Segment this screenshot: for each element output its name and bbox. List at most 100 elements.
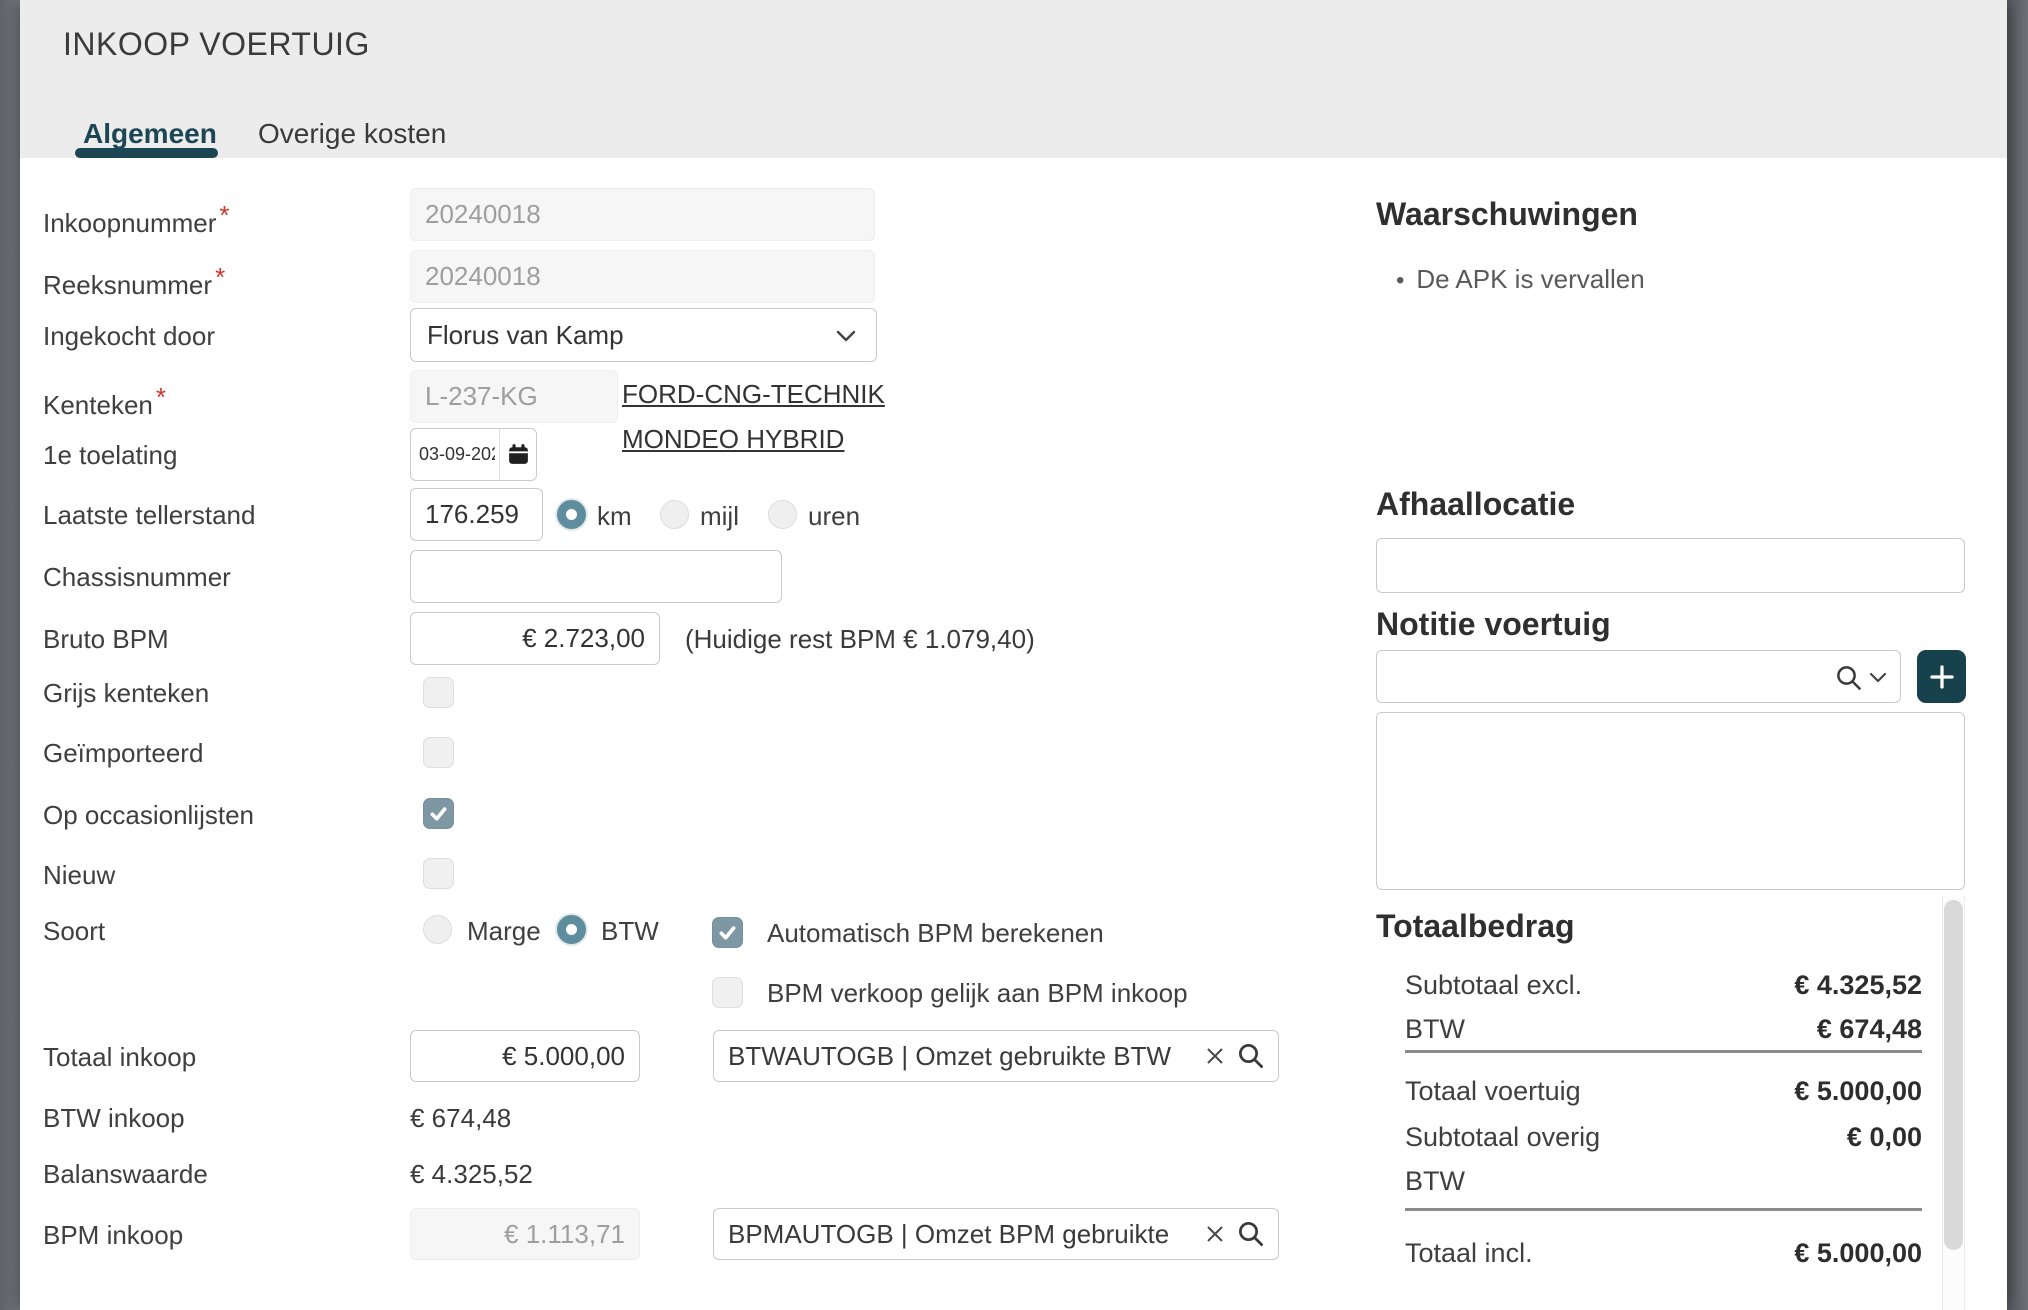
toelating-date-input[interactable]: [411, 429, 499, 480]
chevron-down-icon[interactable]: [1868, 670, 1888, 686]
label-chassisnummer: Chassisnummer: [43, 562, 231, 592]
totaal-inkoop-grootboek-field[interactable]: BTWAUTOGB | Omzet gebruikte BTW: [713, 1030, 1279, 1082]
radio-btw[interactable]: [557, 915, 586, 944]
subtotaal-overig-value: € 0,00: [1846, 1122, 1922, 1152]
radio-mijl-label[interactable]: mijl: [700, 501, 739, 531]
chassisnummer-input[interactable]: [410, 550, 782, 603]
radio-uren-label[interactable]: uren: [808, 501, 861, 531]
label-btw-inkoop: BTW inkoop: [43, 1103, 185, 1133]
label-soort: Soort: [43, 916, 106, 946]
radio-uren[interactable]: [768, 500, 797, 529]
label-bpm-inkoop: BPM inkoop: [43, 1220, 184, 1250]
label-nieuw: Nieuw: [43, 860, 116, 890]
subtotaal-overig-label-line2: BTW: [1405, 1166, 1465, 1196]
add-note-button[interactable]: [1917, 650, 1966, 703]
afhaallocatie-heading: Afhaallocatie: [1376, 486, 1576, 522]
radio-mijl[interactable]: [660, 500, 689, 529]
required-asterisk: *: [215, 262, 226, 292]
notitie-voertuig-heading: Notitie voertuig: [1376, 606, 1611, 642]
label-totaal-inkoop: Totaal inkoop: [43, 1042, 197, 1072]
grootboek-value: BPMAUTOGB | Omzet BPM gebruikte: [728, 1219, 1200, 1250]
label-text: Reeksnummer: [43, 270, 213, 300]
automatisch-bpm-checkbox[interactable]: [712, 917, 743, 948]
totals-divider: [1405, 1050, 1922, 1053]
scrollbar-thumb[interactable]: [1944, 900, 1963, 1250]
label-ingekocht-door: Ingekocht door: [43, 321, 216, 351]
bpm-inkoop-grootboek-field[interactable]: BPMAUTOGB | Omzet BPM gebruikte: [713, 1208, 1279, 1260]
inkoopnummer-input: [410, 188, 875, 241]
grootboek-code: BTWAUTOGB: [728, 1040, 895, 1072]
totals-divider: [1405, 1208, 1922, 1211]
grijs-kenteken-checkbox[interactable]: [423, 677, 454, 708]
label-1e-toelating: 1e toelating: [43, 440, 178, 470]
tab-overige-kosten[interactable]: Overige kosten: [258, 118, 447, 149]
label-op-occasionlijsten: Op occasionlijsten: [43, 800, 254, 830]
backdrop-left-strip: [0, 0, 20, 1310]
radio-km-label[interactable]: km: [597, 501, 632, 531]
radio-marge[interactable]: [423, 915, 452, 944]
search-icon[interactable]: [1834, 663, 1864, 693]
grootboek-value: BTWAUTOGB | Omzet gebruikte BTW: [728, 1040, 1200, 1072]
label-bruto-bpm: Bruto BPM: [43, 624, 169, 654]
subtotaal-overig-label-line1: Subtotaal overig: [1405, 1122, 1601, 1152]
chevron-down-icon: [834, 326, 858, 346]
tellerstand-input[interactable]: [410, 488, 543, 541]
calendar-button[interactable]: [499, 429, 536, 480]
required-asterisk: *: [155, 382, 166, 412]
required-asterisk: *: [219, 200, 230, 230]
balanswaarde-value: € 4.325,52: [410, 1159, 533, 1189]
afhaallocatie-input[interactable]: [1376, 538, 1965, 593]
clear-icon[interactable]: [1204, 1223, 1226, 1245]
radio-km[interactable]: [557, 500, 586, 529]
label-inkoopnummer: Inkoopnummer *: [43, 200, 230, 239]
check-icon: [717, 922, 738, 943]
totaalbedrag-heading: Totaalbedrag: [1376, 908, 1575, 944]
panel-header: INKOOP VOERTUIG Algemeen Overige kosten: [20, 0, 2007, 158]
grootboek-description: | Omzet gebruikte BTW: [894, 1040, 1172, 1071]
btw-value: € 674,48: [1816, 1014, 1922, 1044]
reeksnummer-input: [410, 250, 875, 303]
op-occasionlijsten-checkbox[interactable]: [423, 798, 454, 829]
selected-value: Florus van Kamp: [427, 319, 624, 350]
label-text: Kenteken: [43, 390, 153, 420]
active-tab-underline: [75, 148, 218, 158]
warning-item: • De APK is vervallen: [1396, 264, 1645, 295]
kenteken-input: [410, 370, 618, 423]
warning-text: De APK is vervallen: [1416, 264, 1645, 294]
bpm-gelijk-checkbox[interactable]: [712, 977, 743, 1008]
notitie-search-field[interactable]: [1376, 650, 1901, 703]
label-text: Inkoopnummer: [43, 208, 217, 238]
rest-bpm-note: (Huidige rest BPM € 1.079,40): [685, 624, 1035, 654]
totaal-incl-label: Totaal incl.: [1405, 1238, 1533, 1268]
radio-marge-label[interactable]: Marge: [467, 916, 541, 946]
automatisch-bpm-label[interactable]: Automatisch BPM berekenen: [767, 918, 1104, 948]
search-icon[interactable]: [1236, 1041, 1266, 1071]
plus-icon: [1927, 662, 1957, 692]
grootboek-code: BPMAUTOGB: [728, 1218, 894, 1249]
toelating-date-field[interactable]: [410, 428, 537, 481]
warnings-heading: Waarschuwingen: [1376, 196, 1638, 232]
search-icon[interactable]: [1236, 1219, 1266, 1249]
label-geimporteerd: Geïmporteerd: [43, 738, 204, 768]
bullet-icon: •: [1396, 267, 1405, 294]
totaal-incl-value: € 5.000,00: [1794, 1238, 1922, 1268]
label-kenteken: Kenteken *: [43, 382, 166, 421]
radio-btw-label[interactable]: BTW: [601, 916, 659, 946]
subtotaal-excl-value: € 4.325,52: [1794, 970, 1922, 1000]
geimporteerd-checkbox[interactable]: [423, 737, 454, 768]
bruto-bpm-input[interactable]: [410, 612, 660, 665]
bpm-gelijk-label[interactable]: BPM verkoop gelijk aan BPM inkoop: [767, 978, 1188, 1008]
nieuw-checkbox[interactable]: [423, 858, 454, 889]
ingekocht-door-select[interactable]: Florus van Kamp: [410, 308, 877, 362]
totaal-inkoop-input[interactable]: [410, 1030, 640, 1082]
label-laatste-tellerstand: Laatste tellerstand: [43, 500, 256, 530]
check-icon: [428, 803, 449, 824]
clear-icon[interactable]: [1204, 1045, 1226, 1067]
notitie-textarea[interactable]: [1376, 712, 1965, 890]
subtotaal-excl-label-line2: BTW: [1405, 1014, 1465, 1044]
tab-algemeen[interactable]: Algemeen: [83, 118, 217, 149]
label-balanswaarde: Balanswaarde: [43, 1159, 208, 1189]
vehicle-description-link[interactable]: FORD-CNG-TECHNIK MONDEO HYBRID: [622, 379, 885, 454]
label-reeksnummer: Reeksnummer *: [43, 262, 225, 301]
